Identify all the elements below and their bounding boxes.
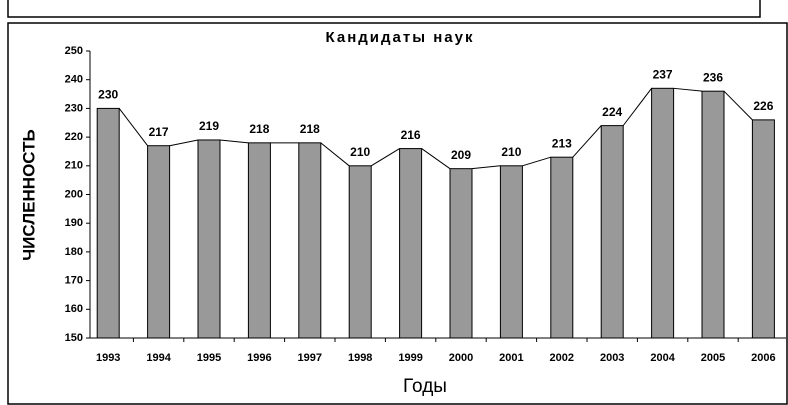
x-tick-label: 2000	[449, 352, 473, 364]
bar	[147, 145, 171, 339]
y-tick-label: 240	[65, 74, 83, 86]
bar	[600, 125, 624, 339]
x-tick-label: 2001	[499, 352, 523, 364]
connector-line	[622, 88, 652, 126]
connector-line	[471, 165, 501, 170]
data-label: 218	[249, 122, 269, 136]
x-tick-label: 1995	[197, 352, 221, 364]
data-label: 210	[501, 145, 521, 159]
connector-line	[370, 148, 400, 167]
x-tick-label: 1996	[247, 352, 271, 364]
bar	[298, 142, 322, 339]
bar	[96, 107, 120, 339]
y-tick-label: 180	[65, 246, 83, 258]
connector-line	[118, 108, 148, 147]
connector-line	[522, 156, 551, 167]
x-tick-label: 2005	[701, 352, 725, 364]
x-tick-label: 2004	[650, 352, 675, 364]
x-tick-label: 2002	[550, 352, 574, 364]
connector-line	[673, 87, 703, 92]
bar	[348, 165, 372, 339]
y-tick-label: 230	[65, 102, 83, 114]
y-tick-label: 200	[65, 188, 83, 200]
top-box	[7, 0, 761, 18]
data-label: 210	[350, 145, 370, 159]
data-label: 216	[401, 128, 421, 142]
data-label: 224	[602, 105, 622, 119]
connector-line	[320, 142, 350, 167]
connector-line	[219, 139, 249, 144]
x-tick-label: 1997	[298, 352, 322, 364]
y-tick-label: 160	[65, 303, 83, 315]
connector-line	[723, 90, 753, 121]
bar	[197, 139, 221, 339]
x-tick-label: 2006	[751, 352, 775, 364]
chart-title: Кандидаты наук	[326, 29, 475, 46]
bar	[449, 168, 473, 339]
data-label: 219	[199, 119, 219, 133]
data-label: 230	[98, 88, 118, 102]
bar	[701, 90, 725, 339]
x-tick-label: 2003	[600, 352, 624, 364]
bar	[399, 148, 423, 339]
y-tick-label: 150	[65, 332, 83, 344]
x-tick-label: 1993	[96, 352, 120, 364]
data-label: 213	[552, 136, 572, 150]
data-label: 237	[653, 67, 673, 81]
data-label: 217	[149, 125, 169, 139]
bar	[751, 119, 775, 339]
bar	[247, 142, 271, 339]
y-tick-label: 210	[65, 160, 83, 172]
data-label: 236	[703, 70, 723, 84]
x-tick-label: 1999	[398, 352, 422, 364]
y-tick-label: 190	[65, 217, 83, 229]
bar	[550, 156, 574, 339]
x-tick-label: 1998	[348, 352, 372, 364]
data-label: 209	[451, 148, 471, 162]
y-tick-label: 170	[65, 275, 83, 287]
y-tick-label: 220	[65, 131, 83, 143]
connector-line	[169, 139, 199, 147]
y-axis-label: ЧИСЛЕННОСТЬ	[19, 129, 38, 261]
x-tick-label: 1994	[146, 352, 171, 364]
y-tick-label: 250	[65, 45, 83, 57]
connector-line	[421, 148, 451, 170]
connector-line	[572, 125, 602, 158]
data-label: 218	[300, 122, 320, 136]
data-label: 226	[753, 99, 773, 113]
bar	[499, 165, 523, 339]
bar	[651, 87, 675, 339]
x-axis-label: Годы	[403, 376, 447, 397]
